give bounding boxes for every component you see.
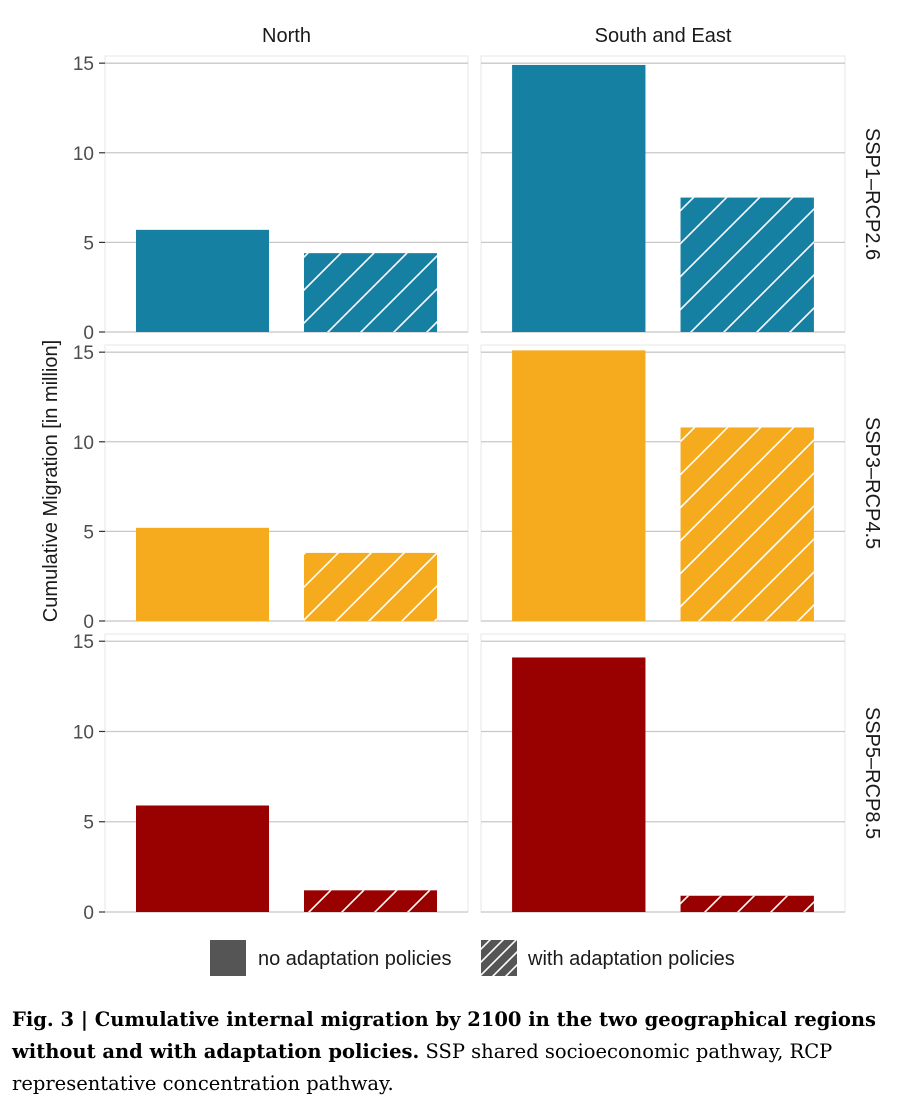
ytick-label-2-5: 5 (83, 813, 94, 834)
ytick-label-0-5: 5 (83, 233, 94, 254)
ytick-label-2-15: 15 (73, 632, 94, 653)
bar-hatch-2-0-1 (303, 890, 437, 912)
bar-1-0-0 (136, 527, 270, 621)
y-axis-label: Cumulative Migration [in million] (40, 340, 62, 622)
bar-hatch-0-1-1 (680, 197, 814, 332)
panels-layer (104, 55, 846, 913)
bar-0-1-0 (512, 64, 646, 333)
caption-bold: Fig. 3 | Cumulative internal migration b… (12, 1008, 877, 1063)
bar-hatch-0-0-1 (303, 253, 437, 332)
bar-2-1-0 (512, 657, 646, 912)
row-strip-label-2: SSP5–RCP8.5 (861, 707, 883, 839)
ytick-label-2-10: 10 (73, 722, 94, 743)
caption-rest: SSP shared socioeconomic pathway, RCP re… (12, 1040, 833, 1095)
row-strip-label-1: SSP3–RCP4.5 (861, 417, 883, 549)
ytick-label-1-15: 15 (73, 343, 94, 364)
bar-hatch-1-0-1 (303, 552, 437, 621)
legend-key-no-adaptation (210, 940, 246, 976)
bar-1-1-0 (512, 350, 646, 621)
strips-layer: SSP1–RCP2.6 SSP3–RCP4.5 SSP5–RCP8.5 North So… (262, 25, 883, 839)
column-strip-label-0: North (262, 25, 311, 47)
ytick-label-0-0: 0 (83, 323, 94, 344)
ytick-label-0-15: 15 (73, 54, 94, 75)
legend-label-with-adaptation: with adaptation policies (527, 948, 735, 970)
row-strip-label-0: SSP1–RCP2.6 (861, 128, 883, 260)
legend-label-no-adaptation: no adaptation policies (258, 948, 451, 970)
ytick-label-2-0: 0 (83, 903, 94, 924)
faceted-bar-chart: SSP1–RCP2.6 SSP3–RCP4.5 SSP5–RCP8.5 North So… (40, 25, 883, 976)
figure-caption: Fig. 3 | Cumulative internal migration b… (12, 1004, 912, 1100)
bar-0-0-0 (136, 229, 270, 332)
column-strip-label-1: South and East (595, 25, 732, 47)
ytick-label-1-10: 10 (73, 433, 94, 454)
bar-2-0-0 (136, 805, 270, 912)
bar-hatch-1-1-1 (680, 427, 814, 621)
ytick-label-0-10: 10 (73, 144, 94, 165)
legend: no adaptation policies with adaptation p… (210, 940, 735, 976)
bar-hatch-2-1-1 (680, 895, 814, 912)
legend-key-with-adaptation-hatch (481, 940, 517, 976)
ytick-label-1-0: 0 (83, 612, 94, 633)
ytick-label-1-5: 5 (83, 522, 94, 543)
